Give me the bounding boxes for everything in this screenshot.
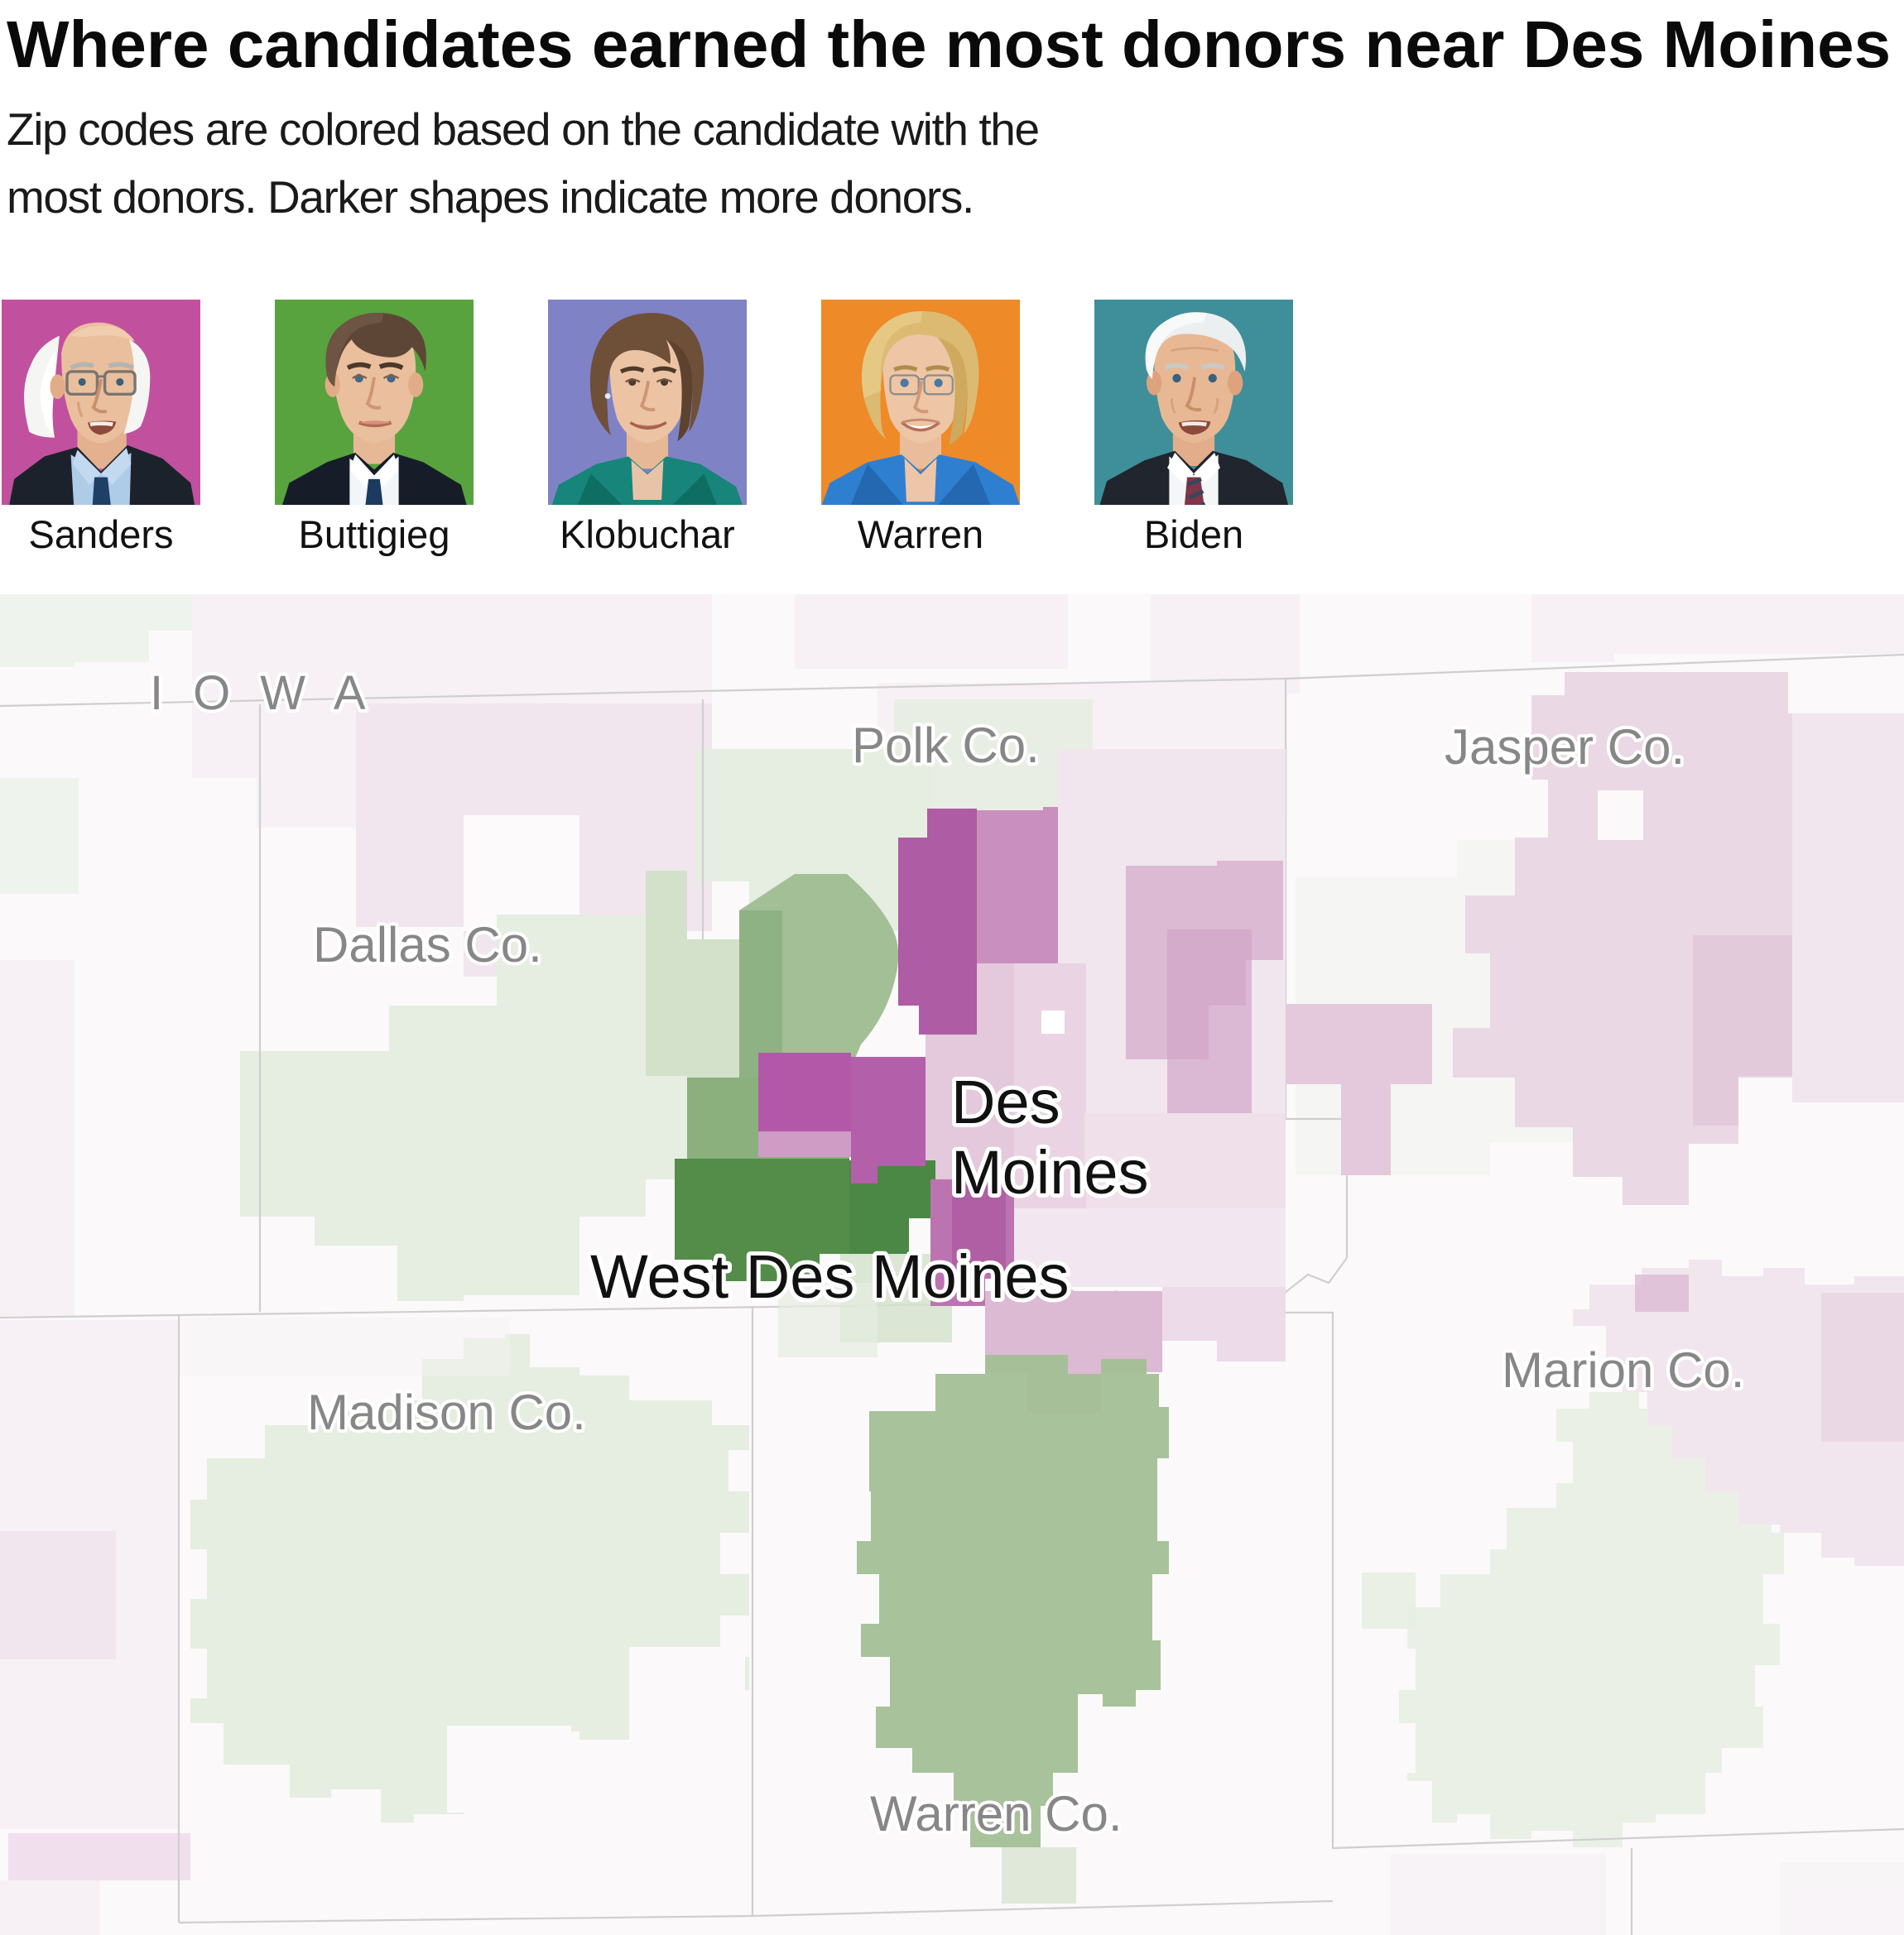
svg-text:IOWA: IOWA	[150, 666, 396, 720]
svg-text:Marion Co.: Marion Co.	[1502, 1342, 1744, 1398]
svg-text:Moines: Moines	[951, 1138, 1149, 1207]
svg-text:Dallas Co.: Dallas Co.	[313, 917, 542, 972]
svg-text:Madison Co.: Madison Co.	[307, 1385, 586, 1440]
svg-text:Des: Des	[951, 1068, 1060, 1136]
svg-text:Warren Co.: Warren Co.	[870, 1786, 1123, 1841]
svg-text:Polk Co.: Polk Co.	[852, 718, 1040, 773]
svg-text:Jasper Co.: Jasper Co.	[1445, 719, 1685, 775]
svg-text:West Des Moines: West Des Moines	[590, 1242, 1070, 1311]
